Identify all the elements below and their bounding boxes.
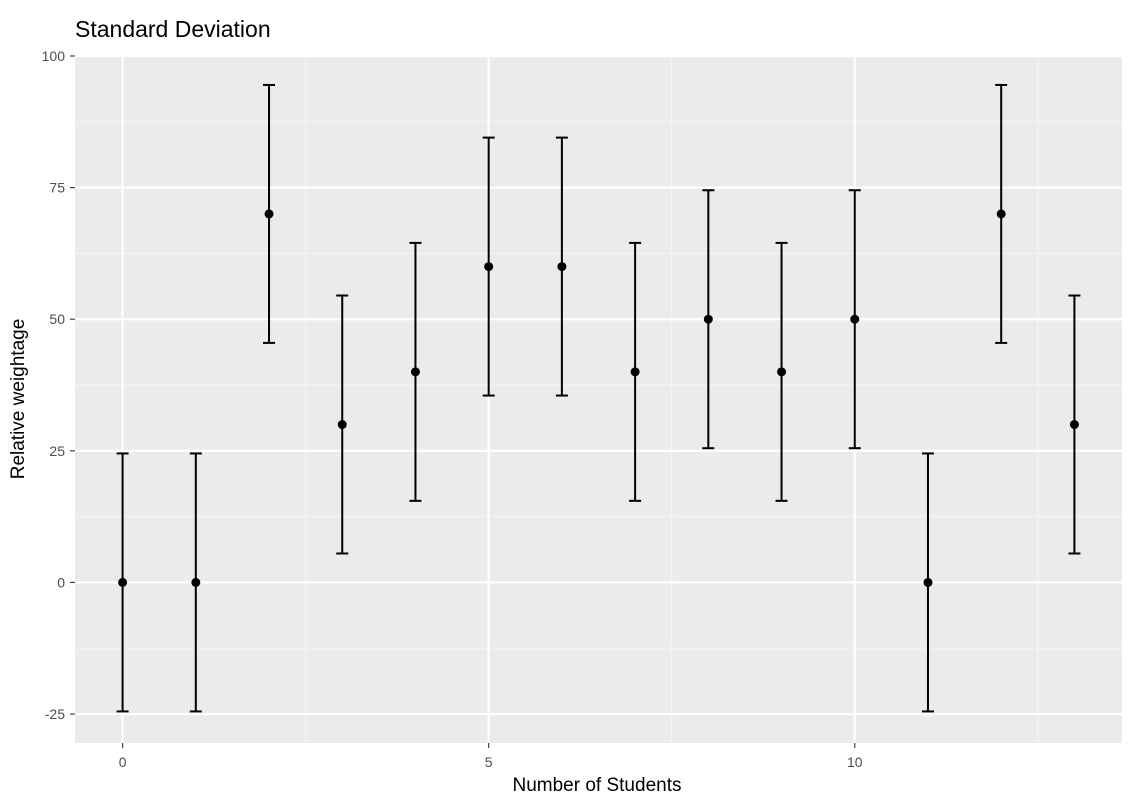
- data-point: [850, 314, 860, 324]
- y-tick-label: -25: [45, 706, 65, 722]
- data-point: [484, 262, 494, 272]
- y-axis-title: Relative weightage: [8, 319, 29, 480]
- x-tick-label: 5: [485, 754, 493, 770]
- data-points: [118, 209, 1079, 587]
- chart-title: Standard Deviation: [75, 16, 271, 42]
- x-tick-label: 0: [119, 754, 127, 770]
- minor-grid-y: [75, 121, 1122, 649]
- major-grid-y: [75, 54, 1122, 716]
- y-axis: -25 0 25 50 75 100: [42, 48, 75, 722]
- data-point: [264, 209, 274, 219]
- y-tick-label: 25: [49, 443, 65, 459]
- data-point: [996, 209, 1006, 219]
- y-tick-label: 75: [49, 180, 65, 196]
- x-tick-label: 10: [847, 754, 863, 770]
- x-axis-title: Number of Students: [513, 775, 682, 796]
- data-point: [777, 367, 787, 377]
- data-point: [337, 420, 347, 430]
- y-tick-label: 100: [42, 48, 66, 64]
- data-point: [923, 577, 933, 587]
- x-axis: 0 5 10: [119, 743, 863, 770]
- data-point: [118, 577, 128, 587]
- data-point: [191, 577, 201, 587]
- y-tick-label: 0: [57, 574, 65, 590]
- data-point: [630, 367, 640, 377]
- data-point: [703, 314, 713, 324]
- minor-grid-x: [305, 56, 1039, 743]
- data-point: [1069, 420, 1079, 430]
- data-point: [410, 367, 420, 377]
- y-tick-label: 50: [49, 311, 65, 327]
- plot-panel: [75, 56, 1122, 743]
- data-point: [557, 262, 567, 272]
